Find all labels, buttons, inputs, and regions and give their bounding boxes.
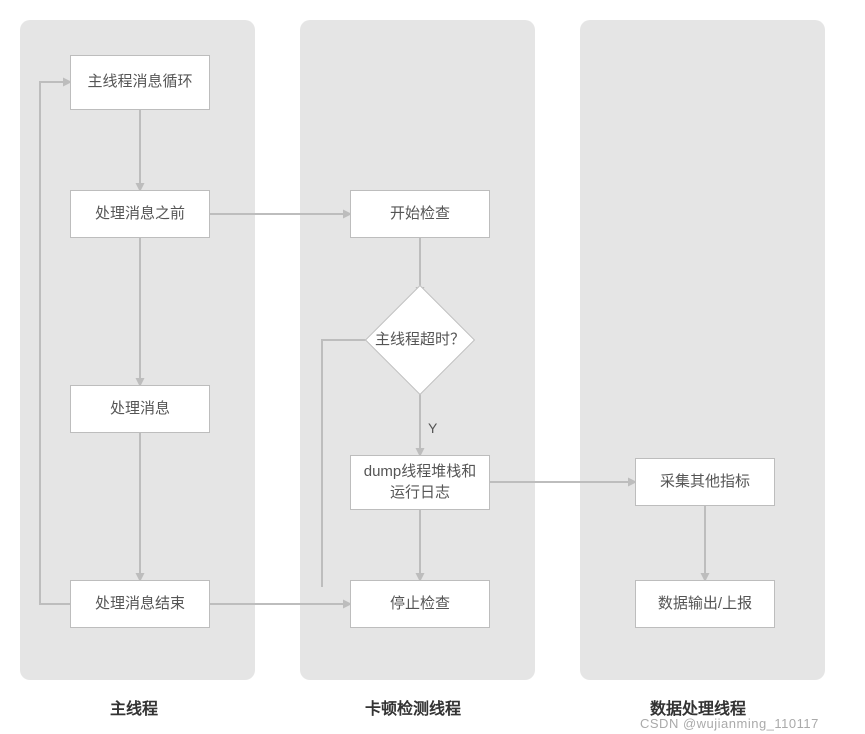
- node-label: 主线程消息循环: [87, 72, 192, 92]
- node-msg-loop: 主线程消息循环: [70, 55, 210, 110]
- edge-label-yes: Y: [428, 420, 437, 436]
- lane-label-detect: 卡顿检测线程: [365, 695, 461, 719]
- node-stop-check: 停止检查: [350, 580, 490, 628]
- node-dump-stack: dump线程堆栈和运行日志: [350, 455, 490, 510]
- node-start-check: 开始检查: [350, 190, 490, 238]
- node-before-process: 处理消息之前: [70, 190, 210, 238]
- decision-label: 主线程超时？: [365, 285, 475, 395]
- watermark: CSDN @wujianming_110117: [640, 716, 819, 731]
- node-process-msg: 处理消息: [70, 385, 210, 433]
- node-label: 处理消息结束: [95, 594, 185, 614]
- node-label: 处理消息: [110, 399, 170, 419]
- node-label: 开始检查: [390, 204, 450, 224]
- node-output-report: 数据输出/上报: [635, 580, 775, 628]
- node-label: dump线程堆栈和运行日志: [357, 462, 483, 503]
- node-label: 处理消息之前: [95, 204, 185, 224]
- decision-timeout: 主线程超时？: [365, 285, 475, 395]
- node-collect-metrics: 采集其他指标: [635, 458, 775, 506]
- node-label: 数据输出/上报: [658, 594, 752, 614]
- node-process-end: 处理消息结束: [70, 580, 210, 628]
- node-label: 采集其他指标: [660, 472, 750, 492]
- lane-label-main: 主线程: [110, 695, 158, 719]
- flowchart-canvas: 主线程 卡顿检测线程 数据处理线程 主线程消息循环 处理消息之前 处理消息 处理…: [0, 0, 865, 734]
- node-label: 停止检查: [390, 594, 450, 614]
